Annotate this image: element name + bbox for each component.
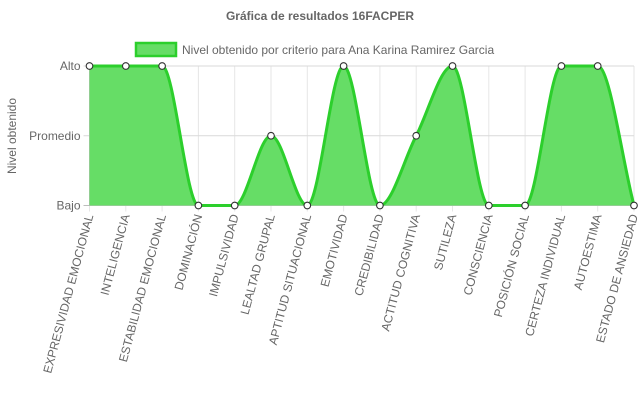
x-tick-label: EXPRESIVIDAD EMOCIONAL	[40, 212, 96, 374]
data-points	[85, 62, 638, 210]
data-point[interactable]	[121, 62, 130, 70]
x-tick-label: CERTEZA INDIVIDUAL	[522, 212, 568, 337]
data-point[interactable]	[339, 62, 348, 70]
x-tick-label: INTELIGENCIA	[98, 213, 133, 297]
data-point[interactable]	[448, 62, 457, 70]
x-tick-label: POSICIÓN SOCIAL	[490, 212, 532, 319]
series-line	[89, 64, 636, 207]
x-tick-label: CREDIBILIDAD	[352, 212, 387, 297]
x-axis-ticks: EXPRESIVIDAD EMOCIONAL INTELIGENCIAESTABI…	[40, 212, 639, 375]
x-tick-label: EMOTIVIDAD	[318, 212, 351, 288]
data-point[interactable]	[194, 201, 203, 210]
x-tick-label: IMPULSIVIDAD	[206, 212, 242, 298]
y-tick-label: Promedio	[29, 129, 81, 143]
x-tick-label: LEALTAD GRUPAL	[238, 212, 278, 316]
data-point[interactable]	[521, 201, 529, 210]
x-tick-label: ACTITUD COGNITIVA	[378, 213, 423, 333]
data-point[interactable]	[376, 201, 384, 210]
data-point[interactable]	[593, 62, 602, 70]
data-point[interactable]	[267, 131, 275, 140]
x-tick-label: DOMINACIÓN	[171, 212, 206, 291]
legend-swatch	[134, 41, 178, 58]
legend[interactable]: Nivel obtenido por criterio para Ana Kar…	[134, 41, 494, 58]
chart-title: Gráfica de resultados 16FACPER	[226, 9, 414, 23]
x-tick-label: SUTILEZA	[431, 213, 459, 272]
y-tick-label: Bajo	[56, 199, 80, 213]
y-axis-title: Nivel obtenido	[5, 98, 19, 174]
data-point[interactable]	[158, 62, 166, 70]
data-point[interactable]	[630, 201, 638, 210]
series-area	[89, 64, 636, 207]
data-point[interactable]	[230, 201, 239, 210]
data-point[interactable]	[557, 62, 566, 70]
y-axis-ticks: Bajo Promedio Alto	[29, 59, 81, 213]
x-tick-label: AUTOESTIMA	[571, 213, 605, 292]
legend-label: Nivel obtenido por criterio para Ana Kar…	[182, 43, 494, 57]
data-point[interactable]	[85, 62, 94, 70]
data-point[interactable]	[484, 201, 493, 210]
data-point[interactable]	[303, 201, 312, 210]
x-tick-label: CONSCIENCIA	[461, 213, 496, 297]
data-point[interactable]	[412, 131, 421, 140]
y-tick-label: Alto	[60, 59, 81, 73]
